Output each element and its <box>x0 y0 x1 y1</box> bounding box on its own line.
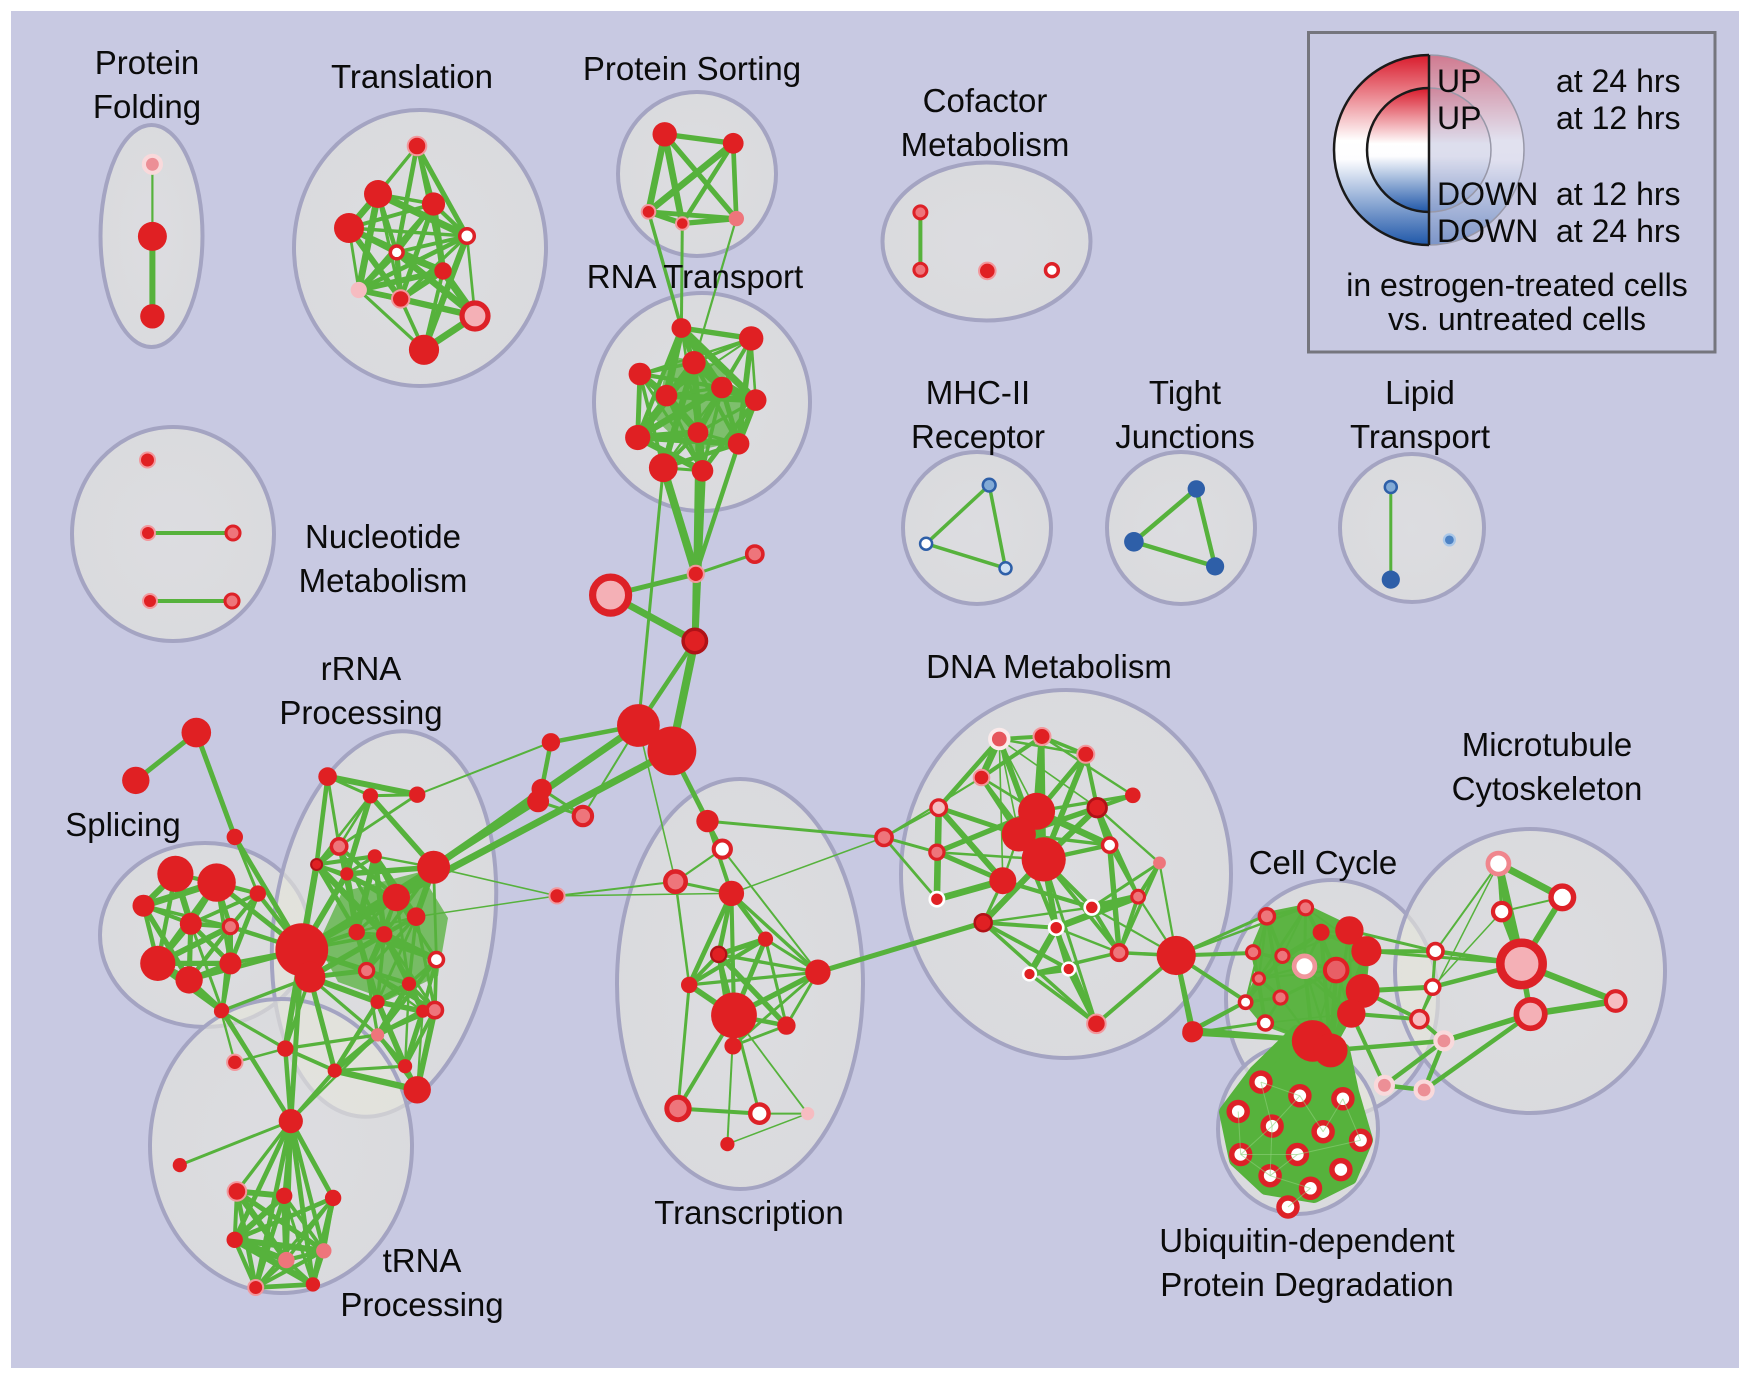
svg-text:UP: UP <box>1437 63 1481 99</box>
svg-text:Metabolism: Metabolism <box>299 562 468 599</box>
svg-text:Folding: Folding <box>93 88 201 125</box>
svg-text:at 24 hrs: at 24 hrs <box>1556 213 1681 249</box>
svg-text:DOWN: DOWN <box>1437 213 1538 249</box>
svg-text:Protein: Protein <box>95 44 200 81</box>
svg-text:Processing: Processing <box>340 1286 503 1323</box>
svg-text:Receptor: Receptor <box>911 418 1045 455</box>
svg-text:Transcription: Transcription <box>654 1194 844 1231</box>
svg-text:rRNA: rRNA <box>321 650 402 687</box>
svg-text:Lipid: Lipid <box>1385 374 1455 411</box>
svg-text:at 12 hrs: at 12 hrs <box>1556 176 1681 212</box>
svg-text:Splicing: Splicing <box>65 806 181 843</box>
svg-text:Processing: Processing <box>279 694 442 731</box>
svg-text:Protein Sorting: Protein Sorting <box>583 50 801 87</box>
svg-text:tRNA: tRNA <box>383 1242 462 1279</box>
svg-text:Transport: Transport <box>1350 418 1490 455</box>
svg-text:Translation: Translation <box>331 58 493 95</box>
svg-text:DNA Metabolism: DNA Metabolism <box>926 648 1172 685</box>
svg-text:Cofactor: Cofactor <box>923 82 1048 119</box>
svg-text:Cytoskeleton: Cytoskeleton <box>1452 770 1643 807</box>
svg-text:DOWN: DOWN <box>1437 176 1538 212</box>
svg-text:Junctions: Junctions <box>1115 418 1254 455</box>
svg-text:Metabolism: Metabolism <box>901 126 1070 163</box>
svg-text:at 24 hrs: at 24 hrs <box>1556 63 1681 99</box>
svg-text:Microtubule: Microtubule <box>1462 726 1633 763</box>
svg-text:RNA Transport: RNA Transport <box>587 258 803 295</box>
svg-text:vs. untreated cells: vs. untreated cells <box>1388 301 1646 337</box>
svg-text:in estrogen-treated cells: in estrogen-treated cells <box>1346 267 1688 303</box>
svg-text:UP: UP <box>1437 100 1481 136</box>
svg-text:MHC-II: MHC-II <box>926 374 1030 411</box>
svg-text:at 12 hrs: at 12 hrs <box>1556 100 1681 136</box>
svg-text:Protein Degradation: Protein Degradation <box>1160 1266 1454 1303</box>
svg-text:Tight: Tight <box>1149 374 1221 411</box>
svg-text:Nucleotide: Nucleotide <box>305 518 461 555</box>
svg-text:Cell Cycle: Cell Cycle <box>1249 844 1398 881</box>
svg-text:Ubiquitin-dependent: Ubiquitin-dependent <box>1159 1222 1454 1259</box>
